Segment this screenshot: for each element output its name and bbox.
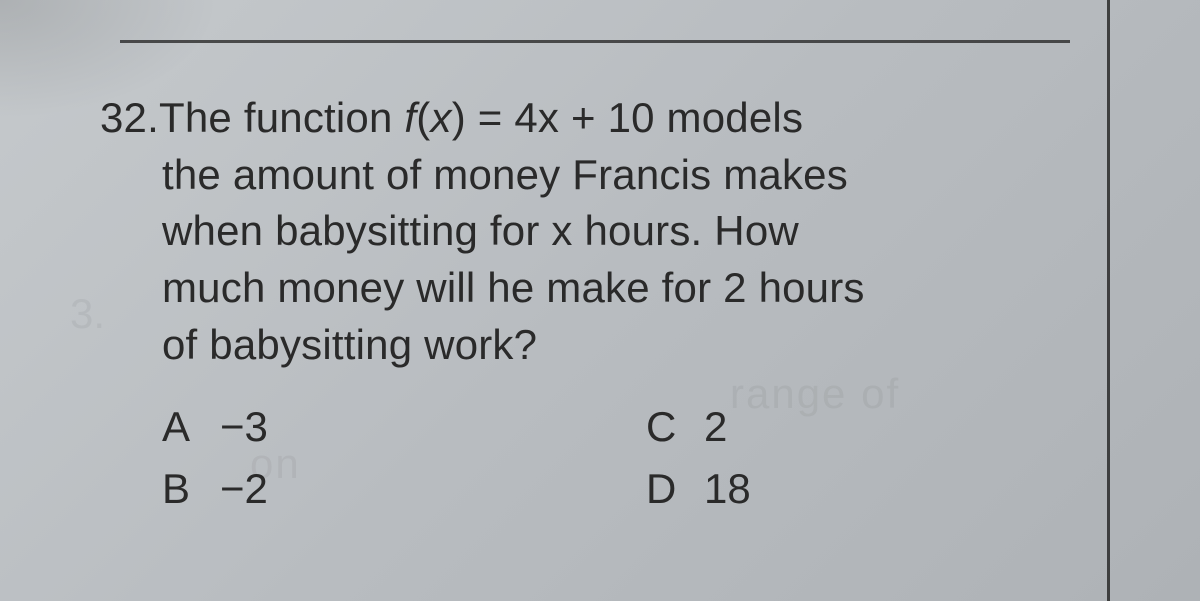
question-line3: when babysitting for x hours. How [100, 203, 1090, 260]
choice-letter: A [162, 403, 196, 451]
choice-letter: C [646, 403, 680, 451]
choice-A[interactable]: A −3 [162, 403, 606, 451]
choice-letter: D [646, 465, 680, 513]
choice-C[interactable]: C 2 [646, 403, 1090, 451]
choice-value: 18 [704, 465, 751, 513]
fn-var: x [430, 94, 451, 141]
question-line1-eq: = 4x + 10 models [466, 94, 803, 141]
choice-letter: B [162, 465, 196, 513]
question-block: 32.The function f(x) = 4x + 10 models th… [100, 90, 1090, 513]
right-margin-rule [1107, 0, 1110, 601]
answer-choices: A −3 C 2 B −2 D 18 [100, 403, 1090, 513]
choice-value: −2 [220, 465, 268, 513]
choice-D[interactable]: D 18 [646, 465, 1090, 513]
question-text: 32.The function f(x) = 4x + 10 models th… [100, 90, 1090, 373]
choice-B[interactable]: B −2 [162, 465, 606, 513]
question-line2: the amount of money Francis makes [100, 147, 1090, 204]
fn-open: ( [416, 94, 430, 141]
top-rule [120, 40, 1070, 43]
question-line5: of babysitting work? [100, 317, 1090, 374]
choice-value: −3 [220, 403, 268, 451]
fn-close: ) [452, 94, 466, 141]
choice-value: 2 [704, 403, 727, 451]
question-line1-prefix: The function [159, 94, 404, 141]
fn-name: f [404, 94, 416, 141]
question-number: 32. [100, 94, 159, 141]
worksheet-page: 32.The function f(x) = 4x + 10 models th… [0, 0, 1200, 601]
question-line4: much money will he make for 2 hours [100, 260, 1090, 317]
